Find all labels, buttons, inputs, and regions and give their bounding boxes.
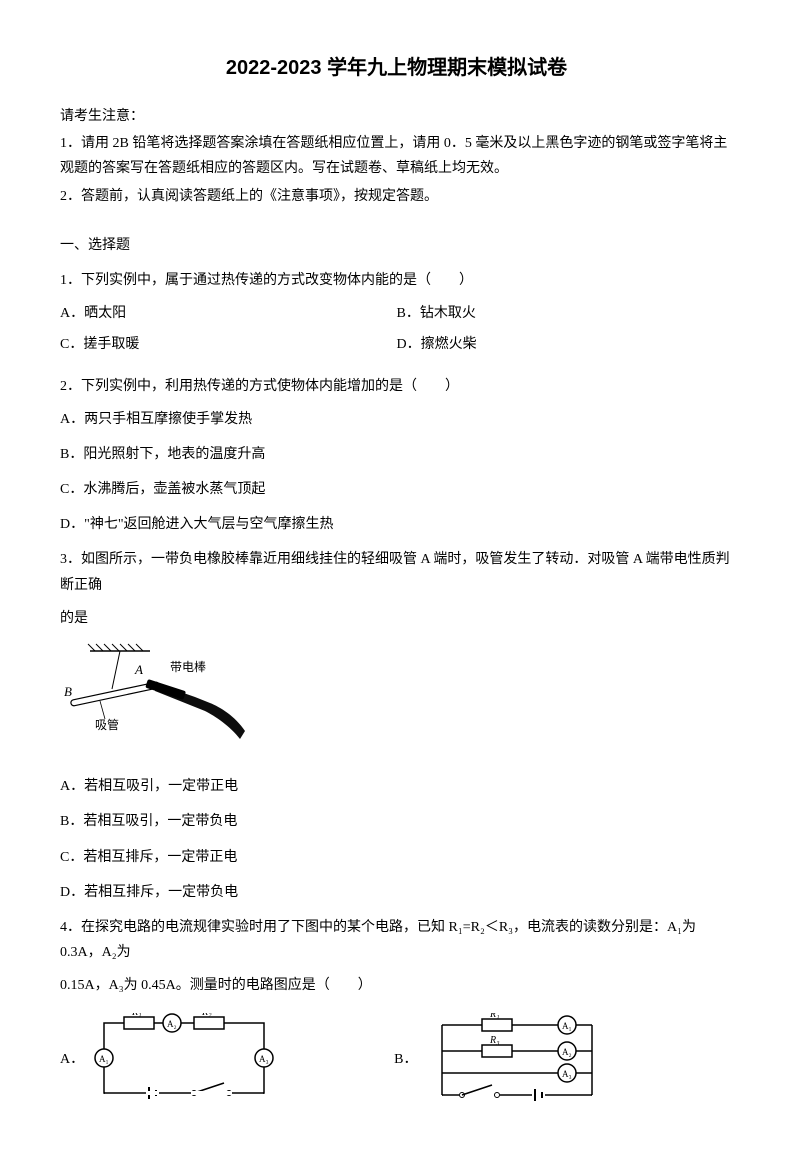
q2-text: 2．下列实例中，利用热传递的方式使物体内能增加的是（ ）	[60, 374, 733, 399]
notice-item-2: 2．答题前，认真阅读答题纸上的《注意事项》，按规定答题。	[60, 184, 733, 209]
q3-text-2: 的是	[60, 606, 733, 631]
q3-text-1: 3．如图所示，一带负电橡胶棒靠近用细线挂住的轻细吸管 A 端时，吸管发生了转动．…	[60, 547, 733, 597]
svg-text:R₃: R₃	[489, 1035, 500, 1046]
q4-text-2: 0.15A，A₃为 0.45A。测量时的电路图应是（ ）	[60, 973, 733, 998]
q1-opt-d: D．擦燃火柴	[397, 332, 734, 357]
svg-text:A₃: A₃	[259, 1054, 269, 1064]
q4-opt-b-label: B．	[394, 1047, 417, 1072]
q2-opt-a: A．两只手相互摩擦使手掌发热	[60, 407, 733, 432]
svg-text:A₃: A₃	[562, 1069, 572, 1079]
q3-opt-c: C．若相互排斥，一定带正电	[60, 845, 733, 870]
label-a: A	[134, 662, 143, 677]
q2-opt-d: D．"神七"返回舱进入大气层与空气摩擦生热	[60, 512, 733, 537]
rod-icon	[145, 679, 245, 739]
exam-title: 2022-2023 学年九上物理期末模拟试卷	[60, 50, 733, 86]
q4-opt-a-label: A．	[60, 1047, 84, 1072]
q2-opt-c: C．水沸腾后，壶盖被水蒸气顶起	[60, 477, 733, 502]
q1-text: 1．下列实例中，属于通过热传递的方式改变物体内能的是（ ）	[60, 268, 733, 293]
question-3: 3．如图所示，一带负电橡胶棒靠近用细线挂住的轻细吸管 A 端时，吸管发生了转动．…	[60, 547, 733, 905]
svg-text:R₁: R₁	[131, 1013, 142, 1018]
q2-opt-b: B．阳光照射下，地表的温度升高	[60, 442, 733, 467]
q1-opt-c: C．搓手取暖	[60, 332, 397, 357]
thread-icon	[112, 651, 120, 689]
label-rod: 带电棒	[170, 660, 206, 674]
svg-text:A₂: A₂	[167, 1019, 177, 1029]
label-straw: 吸管	[95, 717, 119, 732]
svg-text:A₁: A₁	[99, 1054, 109, 1064]
notice-item-1: 1．请用 2B 铅笔将选择题答案涂填在答题纸相应位置上，请用 0．5 毫米及以上…	[60, 131, 733, 181]
q3-opt-a: A．若相互吸引，一定带正电	[60, 774, 733, 799]
svg-text:R₂: R₂	[201, 1013, 212, 1018]
q3-options: A．若相互吸引，一定带正电 B．若相互吸引，一定带负电 C．若相互排斥，一定带正…	[60, 774, 733, 905]
circuit-b-icon: R₁ A₁ R₃ A₂ A₃	[427, 1013, 607, 1108]
q3-opt-b: B．若相互吸引，一定带负电	[60, 809, 733, 834]
ceiling-icon	[88, 644, 150, 651]
notice-header: 请考生注意：	[60, 104, 733, 129]
question-4: 4．在探究电路的电流规律实验时用了下图中的某个电路，已知 R₁=R₂＜R₃，电流…	[60, 915, 733, 1108]
q4-options-row: A． R₁ A₂ R₂ A₁ A₃	[60, 1013, 733, 1108]
section-1-header: 一、选择题	[60, 233, 733, 258]
question-1: 1．下列实例中，属于通过热传递的方式改变物体内能的是（ ） A．晒太阳 B．钻木…	[60, 268, 733, 364]
q4-opt-a: A． R₁ A₂ R₂ A₁ A₃	[60, 1013, 274, 1108]
q4-text-1: 4．在探究电路的电流规律实验时用了下图中的某个电路，已知 R₁=R₂＜R₃，电流…	[60, 915, 733, 965]
question-2: 2．下列实例中，利用热传递的方式使物体内能增加的是（ ） A．两只手相互摩擦使手…	[60, 374, 733, 538]
q3-opt-d: D．若相互排斥，一定带负电	[60, 880, 733, 905]
svg-text:A₁: A₁	[562, 1021, 572, 1031]
circuit-a-icon: R₁ A₂ R₂ A₁ A₃	[94, 1013, 274, 1108]
q2-options: A．两只手相互摩擦使手掌发热 B．阳光照射下，地表的温度升高 C．水沸腾后，壶盖…	[60, 407, 733, 538]
label-b: B	[64, 684, 72, 699]
svg-text:A₂: A₂	[562, 1047, 572, 1057]
q1-opt-b: B．钻木取火	[397, 301, 734, 326]
q1-options: A．晒太阳 B．钻木取火 C．搓手取暖 D．擦燃火柴	[60, 301, 733, 363]
q3-figure: A B 吸管 带电棒	[60, 641, 733, 760]
q1-opt-a: A．晒太阳	[60, 301, 397, 326]
q4-opt-b: B． R₁ A₁ R₃ A₂ A₃	[394, 1013, 607, 1108]
svg-text:R₁: R₁	[489, 1013, 500, 1020]
